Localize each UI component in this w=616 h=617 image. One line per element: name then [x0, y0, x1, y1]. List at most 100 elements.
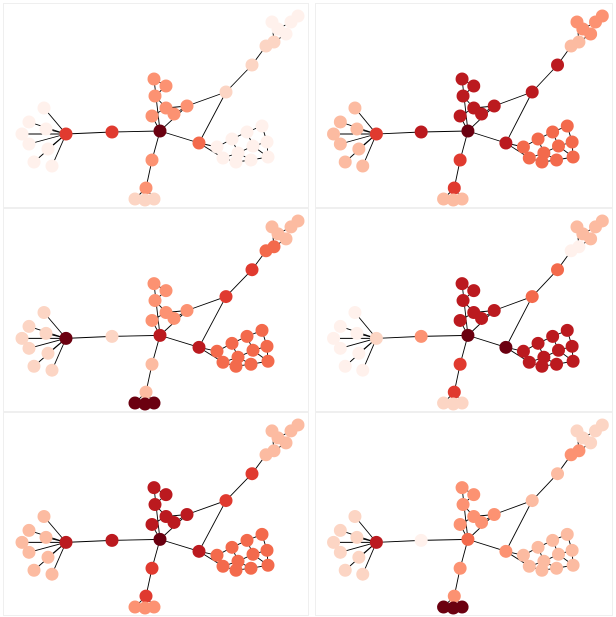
graph-node — [356, 567, 370, 581]
graph-node — [22, 545, 36, 559]
graph-node — [145, 561, 159, 575]
network-panel-6 — [315, 412, 613, 616]
graph-node — [572, 35, 586, 49]
graph-node — [261, 354, 275, 368]
graph-node — [240, 533, 254, 547]
graph-node — [550, 357, 564, 371]
graph-node — [210, 344, 224, 358]
graph-node — [59, 535, 73, 549]
graph-node — [219, 290, 233, 304]
graph-edge — [65, 131, 113, 135]
graph-node — [546, 125, 560, 139]
graph-node — [565, 135, 579, 149]
graph-edge — [376, 335, 422, 339]
graph-node — [531, 132, 545, 146]
graph-node — [139, 385, 153, 399]
graph-node — [475, 107, 489, 121]
graph-node — [369, 127, 383, 141]
graph-node — [453, 561, 467, 575]
graph-edge — [186, 296, 227, 311]
graph-node — [39, 326, 53, 340]
graph-node — [229, 155, 243, 169]
graph-node — [414, 329, 428, 343]
graph-node — [216, 559, 230, 573]
graph-node — [369, 331, 383, 345]
graph-node — [148, 498, 162, 512]
graph-edge — [421, 538, 468, 541]
graph-node — [159, 284, 173, 298]
graph-node — [22, 523, 36, 537]
graph-node — [566, 354, 580, 368]
graph-node — [139, 181, 153, 195]
graph-node — [147, 72, 161, 86]
graph-node — [180, 99, 194, 113]
graph-edge — [186, 500, 227, 515]
graph-node — [192, 136, 206, 150]
graph-edge — [198, 500, 227, 552]
network-graph — [15, 418, 305, 615]
graph-node — [352, 142, 366, 156]
graph-node — [487, 304, 501, 317]
graph-edge — [461, 78, 469, 132]
graph-node — [535, 359, 549, 373]
graph-node — [352, 550, 366, 564]
graph-node — [522, 559, 536, 573]
graph-node — [225, 336, 239, 350]
graph-node — [59, 331, 73, 345]
graph-node — [244, 357, 258, 371]
graph-node — [27, 359, 41, 373]
graph-node — [167, 515, 181, 529]
graph-edge — [461, 283, 469, 336]
graph-node — [455, 481, 469, 495]
graph-node — [551, 343, 565, 357]
graph-edge — [159, 538, 200, 552]
graph-node — [22, 341, 36, 355]
graph-node — [516, 548, 530, 562]
graph-node — [566, 558, 580, 572]
graph-node — [356, 159, 370, 173]
graph-node — [261, 150, 275, 164]
network-panel-2 — [315, 3, 613, 208]
graph-node — [145, 109, 159, 123]
graph-node — [456, 89, 470, 103]
graph-node — [41, 346, 55, 360]
graph-node — [475, 311, 489, 325]
graph-node — [210, 548, 224, 562]
graph-node — [255, 323, 269, 337]
network-graph — [327, 214, 609, 411]
graph-node — [461, 532, 475, 546]
graph-node — [447, 385, 461, 399]
graph-node — [475, 515, 489, 529]
graph-node — [437, 396, 451, 410]
graph-node — [570, 15, 584, 29]
graph-node — [244, 153, 258, 167]
graph-node — [522, 151, 536, 165]
graph-node — [565, 543, 579, 557]
graph-node — [348, 101, 362, 115]
graph-node — [37, 101, 51, 115]
graph-node — [535, 155, 549, 169]
graph-node — [525, 85, 539, 99]
graph-edge — [421, 130, 468, 133]
graph-node — [487, 99, 501, 113]
graph-node — [15, 127, 29, 141]
graph-node — [437, 192, 451, 206]
graph-node — [245, 58, 259, 72]
graph-node — [128, 192, 142, 206]
graph-node — [414, 533, 428, 547]
graph-node — [255, 119, 269, 133]
graph-node — [522, 355, 536, 369]
graph-node — [260, 135, 274, 149]
graph-node — [566, 150, 580, 164]
graph-node — [245, 263, 259, 277]
graph-node — [531, 540, 545, 554]
graph-node — [551, 139, 565, 153]
graph-node — [145, 517, 159, 531]
graph-node — [595, 214, 609, 228]
network-graph — [327, 418, 609, 615]
graph-node — [225, 540, 239, 554]
graph-node — [145, 153, 159, 167]
graph-node — [369, 535, 383, 549]
graph-node — [246, 547, 260, 561]
graph-node — [350, 326, 364, 340]
